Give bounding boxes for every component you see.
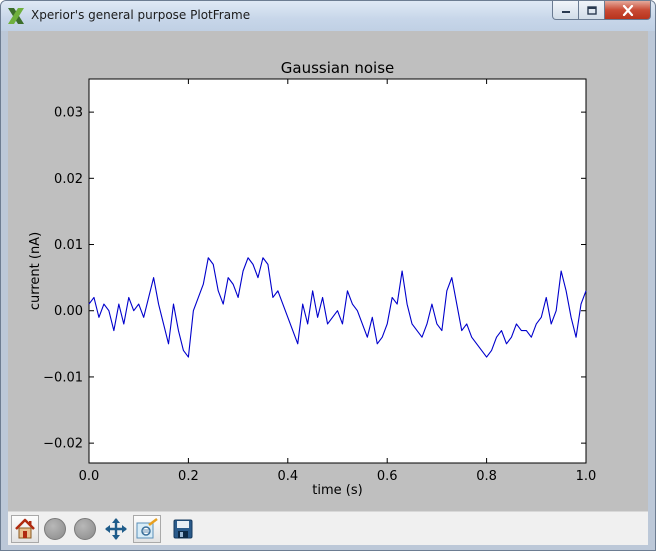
chart-title: Gaussian noise [281, 59, 394, 77]
y-tick-label: 0.01 [54, 238, 83, 253]
save-icon [173, 519, 193, 539]
window-controls [552, 1, 651, 21]
y-axis-label: current (nA) [28, 232, 43, 310]
close-button[interactable] [605, 1, 651, 20]
close-icon [622, 4, 633, 16]
navigation-toolbar [8, 511, 648, 545]
axis-ticks: 0.0 0.2 0.4 0.6 0.8 1.0 0.03 0.02 0.01 0.00 −0.01 −… [43, 79, 596, 484]
y-tick-label: −0.01 [43, 370, 83, 385]
minimize-icon [561, 11, 570, 13]
save-button[interactable] [169, 515, 197, 543]
pan-button[interactable] [102, 515, 130, 543]
x-axis-label: time (s) [312, 483, 362, 498]
y-tick-label: −0.02 [43, 437, 83, 452]
forward-circle-icon [74, 518, 96, 540]
plot-frame: Gaussian noise time (s) current (nA) 0.0… [8, 31, 648, 545]
x-tick-label: 0.6 [377, 469, 398, 484]
zoom-button[interactable] [133, 515, 161, 543]
plot-axes [88, 78, 587, 464]
home-button[interactable] [11, 515, 39, 543]
minimize-button[interactable] [552, 1, 579, 20]
xperior-x-icon [8, 8, 24, 24]
title-bar[interactable]: Xperior's general purpose PlotFrame [1, 1, 655, 31]
plot-canvas[interactable]: Gaussian noise time (s) current (nA) 0.0… [8, 31, 648, 511]
home-icon [15, 518, 35, 539]
x-tick-label: 0.4 [277, 469, 298, 484]
x-tick-label: 1.0 [576, 469, 597, 484]
back-circle-icon [44, 518, 66, 540]
maximize-button[interactable] [579, 1, 605, 20]
x-tick-label: 0.0 [79, 469, 100, 484]
x-tick-label: 0.2 [178, 469, 199, 484]
y-tick-label: 0.00 [54, 304, 83, 319]
y-tick-label: 0.02 [54, 172, 83, 187]
x-tick-label: 0.8 [476, 469, 497, 484]
noise-series-line [88, 257, 587, 358]
zoom-icon [136, 518, 158, 539]
back-button[interactable] [41, 515, 69, 543]
maximize-icon [586, 5, 597, 15]
y-tick-label: 0.03 [54, 106, 83, 121]
forward-button[interactable] [71, 515, 99, 543]
pan-icon [105, 518, 127, 540]
window-title: Xperior's general purpose PlotFrame [31, 8, 251, 22]
